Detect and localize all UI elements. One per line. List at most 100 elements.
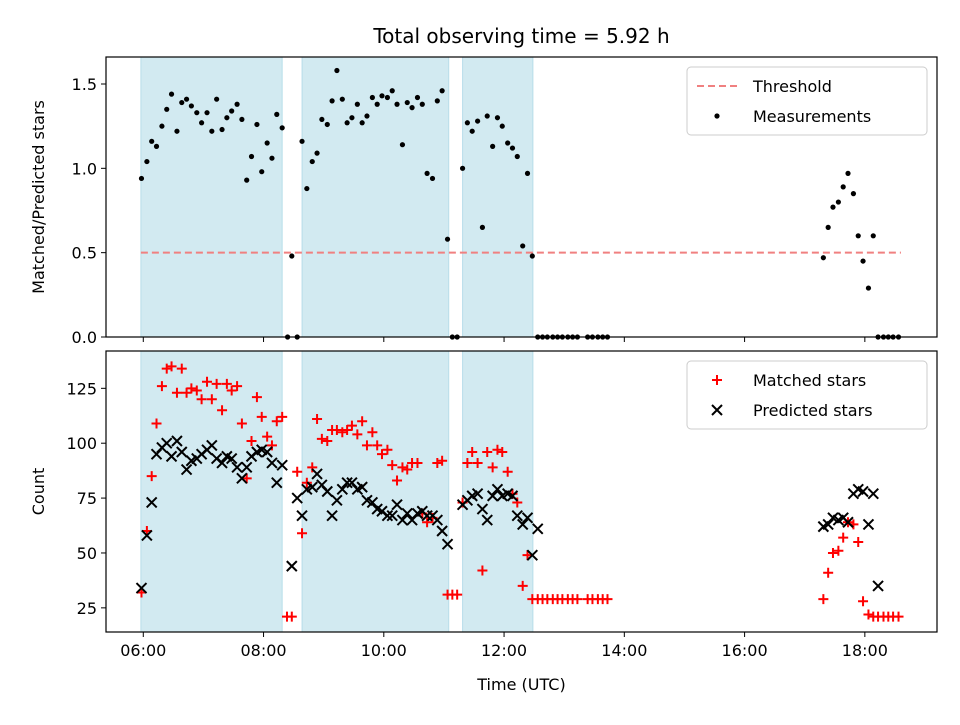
x-tick-label: 12:00 [481, 641, 527, 660]
measurement-point [434, 98, 440, 104]
predicted-stars-point [396, 514, 409, 526]
predicted-stars-point [135, 582, 148, 594]
predicted-stars-point [240, 461, 253, 474]
matched-stars-point [352, 429, 363, 440]
predicted-stars-point [521, 512, 534, 524]
measurement-point [244, 177, 250, 183]
measurement-point [214, 96, 220, 102]
matched-stars-point [863, 609, 874, 620]
predicted-stars-point [161, 437, 173, 449]
legend-box [686, 66, 928, 136]
matched-stars-point [241, 473, 252, 484]
legend-label: Threshold [752, 77, 832, 96]
y-tick-label: 125 [66, 379, 97, 398]
matched-stars-point [462, 457, 473, 468]
measurement-point [349, 115, 355, 121]
measurement-point [183, 96, 190, 102]
measurement-point [254, 121, 260, 128]
measurement-point [319, 116, 325, 123]
x-axis-label: Time (UTC) [476, 675, 565, 694]
measurement-point [174, 128, 180, 134]
measurement-point [399, 142, 406, 148]
matched-stars-point [437, 455, 448, 466]
matched-stars-point [161, 363, 172, 374]
matched-stars-point [818, 594, 829, 605]
matched-stars-point [316, 433, 327, 444]
matched-stars-point [512, 497, 523, 508]
measurement-point [409, 105, 415, 111]
matched-stars-point [361, 440, 372, 451]
matched-stars-point [181, 387, 192, 398]
matched-stars-point [522, 550, 533, 561]
measurement-point [144, 158, 150, 165]
measurement-point [164, 106, 170, 112]
measurement-point [279, 125, 285, 131]
predicted-stars-point [386, 509, 398, 522]
matched-stars-point [387, 460, 398, 471]
measurement-point [239, 116, 245, 123]
measurement-point [479, 224, 486, 230]
matched-stars-point [151, 418, 162, 429]
measurement-point [309, 158, 315, 165]
measurement-point [424, 170, 430, 176]
measurement-point [299, 138, 305, 144]
predicted-stars-point [225, 452, 238, 465]
measurement-point [469, 128, 475, 134]
measurement-point [524, 170, 531, 176]
predicted-stars-point [291, 492, 303, 504]
measurement-point [159, 123, 165, 129]
matched-stars-point [297, 528, 308, 539]
predicted-stars-point [141, 529, 153, 542]
measurement-point [259, 169, 265, 175]
legend-predicted-swatch [711, 404, 723, 416]
matched-stars-point [322, 436, 333, 447]
y-tick-label: 0.5 [72, 244, 97, 263]
predicted-stars-point [842, 516, 854, 528]
legend-matched-swatch [712, 375, 722, 385]
matched-stars-point [502, 466, 513, 477]
measurement-point [860, 258, 866, 264]
matched-stars-point [292, 466, 303, 477]
x-tick-label: 14:00 [601, 641, 647, 660]
legend-label: Matched stars [753, 371, 866, 390]
measurement-point [314, 150, 320, 156]
measurement-point [419, 101, 425, 107]
legend-label: Predicted stars [753, 401, 873, 420]
matched-stars-point [277, 411, 288, 422]
matched-stars-point [838, 532, 849, 543]
measurement-point [138, 175, 145, 182]
matched-stars-point [196, 394, 207, 405]
predicted-stars-point [431, 514, 444, 526]
predicted-stars-point [476, 503, 489, 515]
observing-window-shade [140, 350, 283, 633]
measurement-point [825, 224, 831, 230]
x-tick-label: 06:00 [120, 641, 166, 660]
matched-stars-point [286, 611, 297, 622]
predicted-stars-point [236, 472, 248, 485]
predicted-stars-point [171, 435, 183, 447]
matched-stars-point [346, 420, 357, 431]
x-tick-label: 10:00 [361, 641, 407, 660]
predicted-stars-point [532, 523, 544, 535]
matched-stars-point [217, 405, 228, 416]
matched-stars-point [422, 517, 433, 528]
measurement-point [334, 67, 340, 74]
matched-stars-point [893, 611, 904, 622]
measurement-point [850, 191, 857, 197]
predicted-stars-point [331, 494, 343, 506]
predicted-stars-point [381, 509, 394, 522]
measurement-point [359, 120, 365, 126]
predicted-stars-point [391, 498, 403, 511]
predicted-stars-point [180, 463, 193, 476]
matched-stars-point [497, 446, 508, 457]
matched-stars-point [156, 381, 167, 392]
predicted-stars-point [401, 507, 413, 520]
measurement-point [204, 110, 210, 116]
predicted-stars-point [366, 496, 379, 509]
predicted-stars-point [216, 457, 228, 469]
measurement-point [364, 113, 370, 119]
measurement-point [389, 88, 395, 94]
matched-stars-point [271, 416, 282, 427]
matched-stars-point [397, 462, 408, 473]
measurement-point [835, 199, 841, 205]
